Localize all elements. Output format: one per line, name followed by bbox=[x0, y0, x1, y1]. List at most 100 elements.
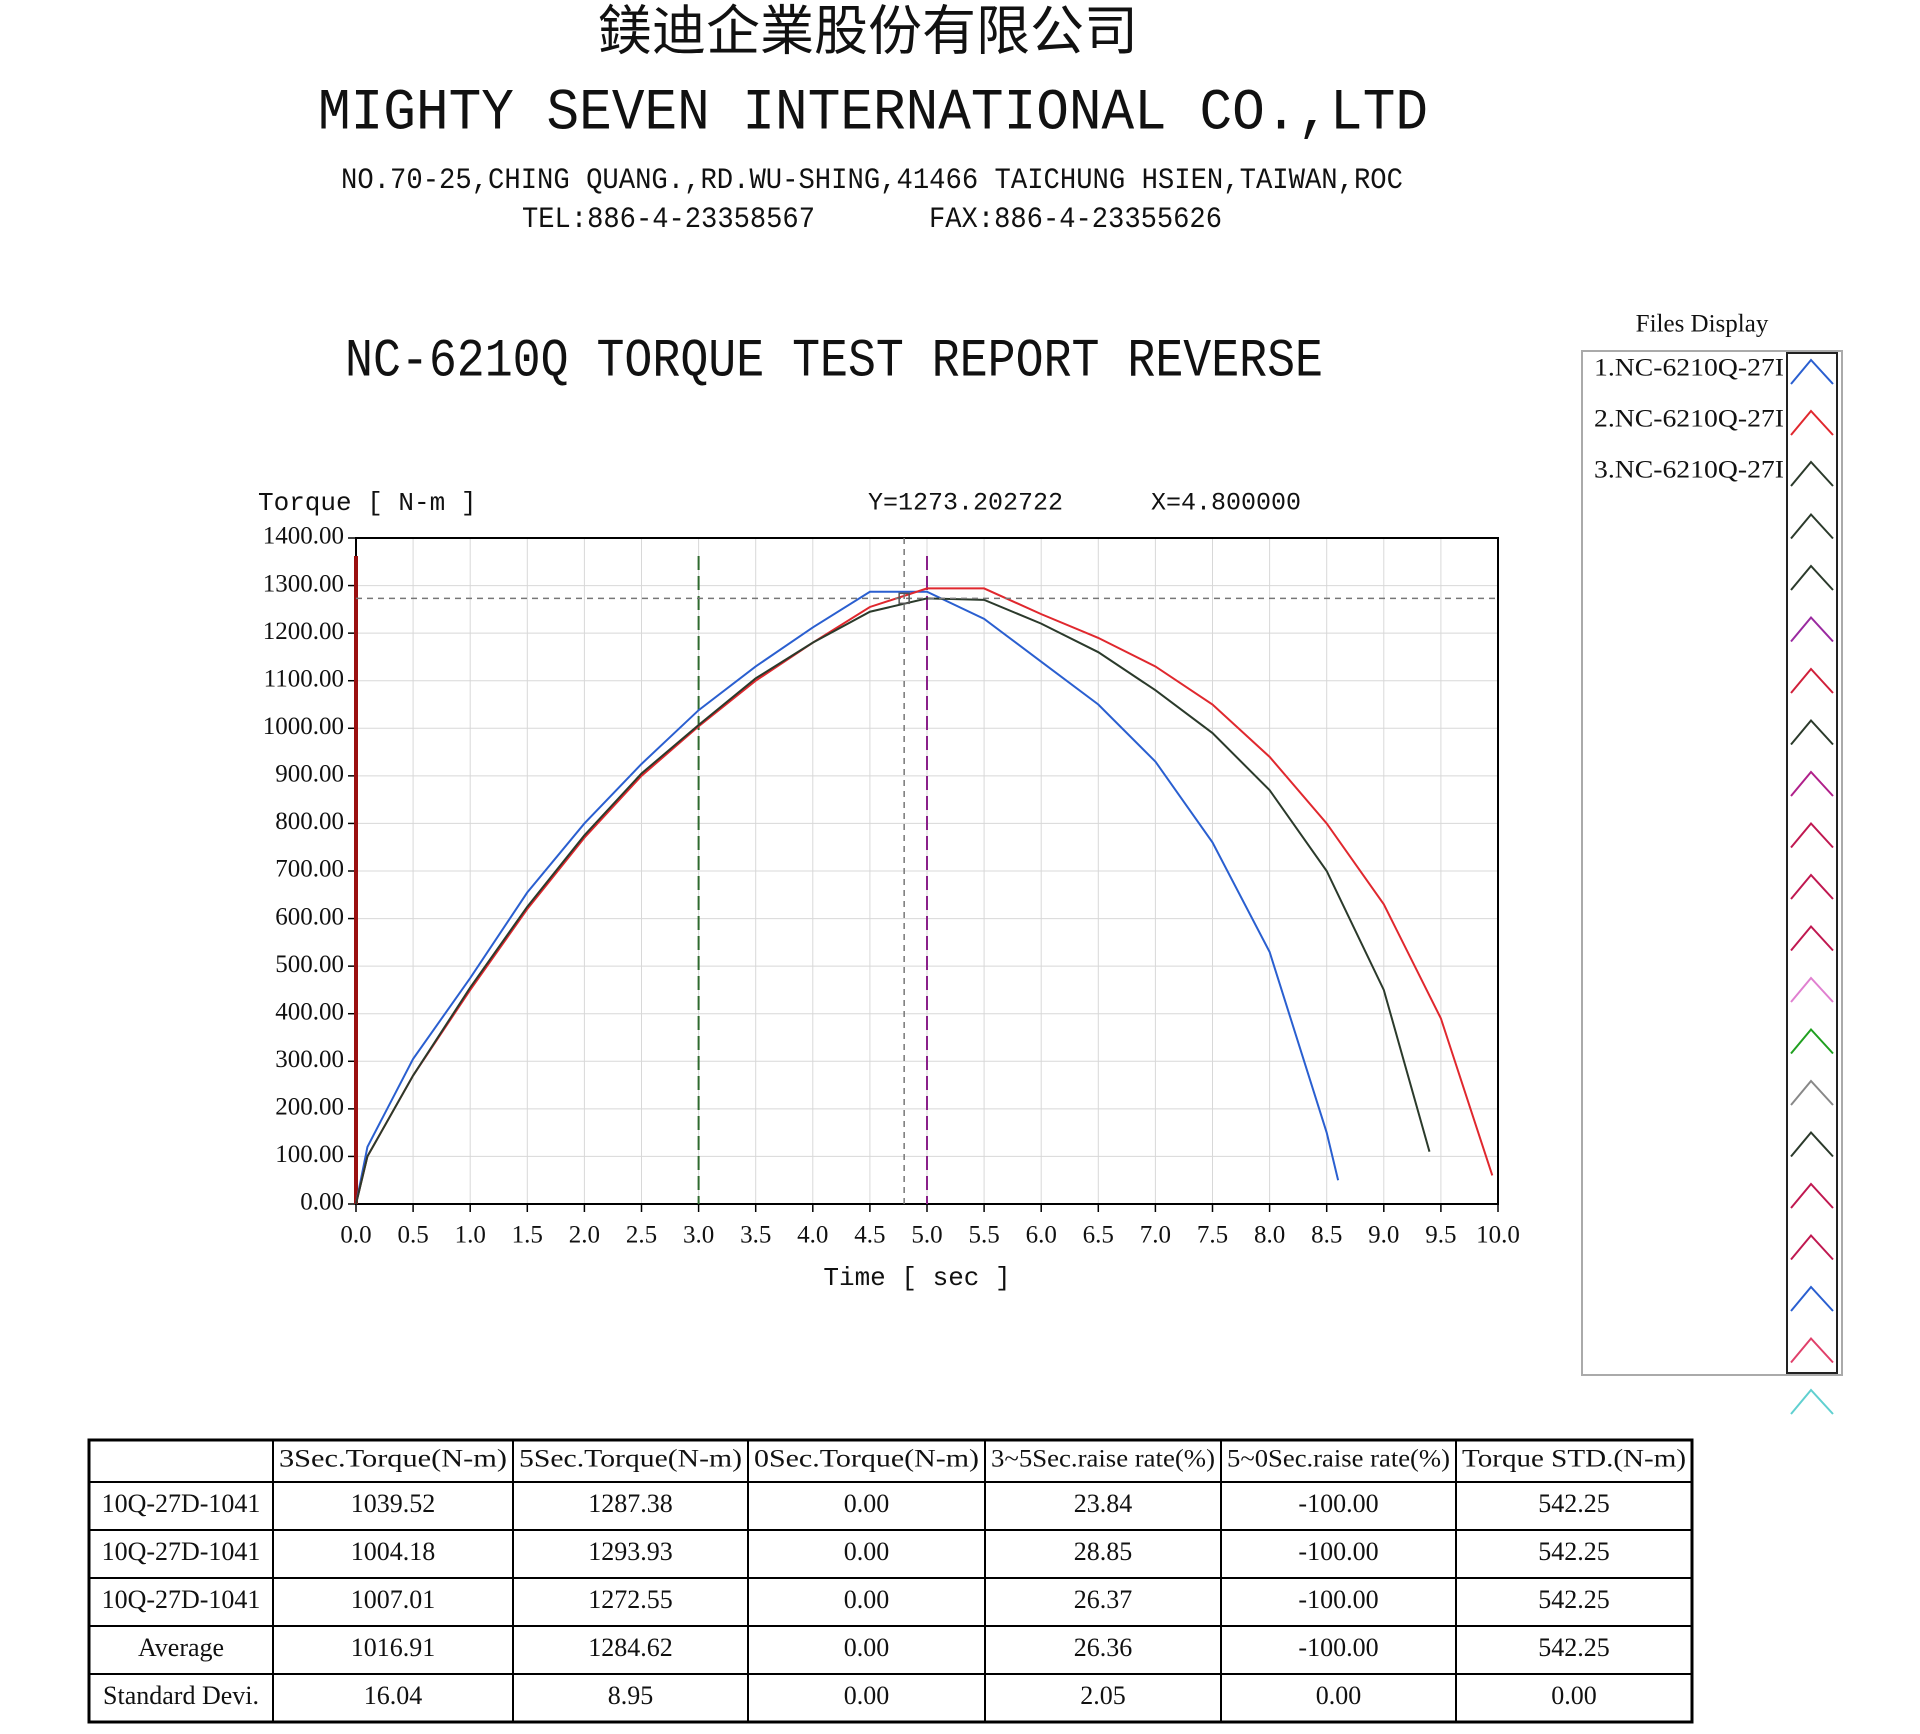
legend-icon bbox=[1790, 1285, 1834, 1312]
y-tick-label: 300.00 bbox=[275, 1046, 344, 1073]
x-tick-label: 1.5 bbox=[512, 1222, 543, 1249]
series-line bbox=[355, 597, 1431, 1205]
legend-label: 3.NC-6210Q-27I bbox=[1594, 457, 1784, 484]
x-tick-label: 10.0 bbox=[1476, 1222, 1520, 1249]
y-tick-label: 1200.00 bbox=[263, 618, 344, 645]
table-cell: 1284.62 bbox=[588, 1633, 673, 1662]
row-label: Average bbox=[138, 1633, 224, 1662]
legend-icon bbox=[1790, 1027, 1834, 1055]
legend-icon bbox=[1790, 821, 1834, 849]
table-cell: 0.00 bbox=[1316, 1681, 1362, 1710]
table-cell: 16.04 bbox=[364, 1681, 423, 1710]
legend-label: 2.NC-6210Q-27I bbox=[1594, 406, 1784, 433]
table-header: 3~5Sec.raise rate(%) bbox=[991, 1446, 1215, 1473]
x-tick-label: 3.5 bbox=[740, 1222, 771, 1249]
y-tick-label: 800.00 bbox=[275, 808, 344, 835]
table-header: 3Sec.Torque(N-m) bbox=[279, 1446, 507, 1473]
fax: FAX:886-4-23355626 bbox=[929, 203, 1222, 237]
legend-icon bbox=[1790, 1079, 1834, 1106]
table-cell: 1004.18 bbox=[351, 1537, 436, 1566]
table-cell: 1293.93 bbox=[588, 1537, 673, 1566]
table-cell: 26.36 bbox=[1074, 1633, 1133, 1662]
y-tick-label: 400.00 bbox=[275, 998, 344, 1025]
table-cell: 8.95 bbox=[608, 1681, 654, 1710]
x-tick-label: 5.0 bbox=[911, 1222, 942, 1249]
x-tick-label: 8.0 bbox=[1254, 1222, 1285, 1249]
series-line bbox=[355, 590, 1340, 1205]
legend-label: 1.NC-6210Q-27I bbox=[1594, 355, 1784, 382]
table-cell: -100.00 bbox=[1298, 1585, 1378, 1614]
table-cell: 1287.38 bbox=[588, 1489, 673, 1518]
x-tick-label: 6.0 bbox=[1026, 1222, 1057, 1249]
table-cell: -100.00 bbox=[1298, 1489, 1378, 1518]
x-tick-label: 1.0 bbox=[455, 1222, 486, 1249]
y-tick-label: 600.00 bbox=[275, 903, 344, 930]
legend-icon bbox=[1790, 1182, 1834, 1209]
table-frame bbox=[87, 1438, 1694, 1724]
y-tick-label: 500.00 bbox=[275, 951, 344, 978]
address: NO.70-25,CHING QUANG.,RD.WU-SHING,41466 … bbox=[341, 164, 1403, 198]
legend-icon bbox=[1790, 924, 1834, 952]
y-axis-label: Torque [ N-m ] bbox=[258, 488, 476, 518]
cursor-x-text: X=4.800000 bbox=[1151, 489, 1301, 518]
x-tick-label: 0.5 bbox=[397, 1222, 428, 1249]
y-tick-label: 900.00 bbox=[275, 761, 344, 788]
legend-icon bbox=[1790, 1130, 1834, 1158]
x-tick-label: 4.5 bbox=[854, 1222, 885, 1249]
legend-icon bbox=[1790, 718, 1834, 746]
y-tick-label: 1300.00 bbox=[263, 570, 344, 597]
legend-icon bbox=[1790, 770, 1834, 797]
table-cell: 542.25 bbox=[1538, 1633, 1610, 1662]
x-tick-label: 0.0 bbox=[340, 1222, 371, 1249]
table-cell: 1016.91 bbox=[351, 1633, 436, 1662]
table-cell: 542.25 bbox=[1538, 1489, 1610, 1518]
x-tick-label: 5.5 bbox=[968, 1222, 999, 1249]
legend-icon bbox=[1790, 512, 1834, 540]
table-header: 5Sec.Torque(N-m) bbox=[519, 1446, 742, 1473]
y-tick-label: 1400.00 bbox=[263, 523, 344, 550]
table-cell: 542.25 bbox=[1538, 1585, 1610, 1614]
table-cell: 0.00 bbox=[1551, 1681, 1597, 1710]
x-tick-label: 9.0 bbox=[1368, 1222, 1399, 1249]
y-tick-label: 1000.00 bbox=[263, 713, 344, 740]
cursor-y-text: Y=1273.202722 bbox=[868, 489, 1063, 518]
table-cell: 0.00 bbox=[844, 1681, 890, 1710]
table-cell: 0.00 bbox=[844, 1537, 890, 1566]
table-cell: 23.84 bbox=[1074, 1489, 1133, 1518]
table-cell: 1272.55 bbox=[588, 1585, 673, 1614]
x-tick-label: 3.0 bbox=[683, 1222, 714, 1249]
y-tick-label: 1100.00 bbox=[264, 665, 344, 692]
table-cell: -100.00 bbox=[1298, 1633, 1378, 1662]
legend-icon bbox=[1790, 358, 1834, 385]
legend-title: Files Display bbox=[1636, 311, 1769, 338]
legend-icon-strip bbox=[1786, 352, 1838, 1374]
legend-icon bbox=[1790, 409, 1834, 436]
table-header: 0Sec.Torque(N-m) bbox=[754, 1446, 979, 1473]
row-label: 10Q-27D-1041 bbox=[102, 1537, 261, 1566]
table-cell: 0.00 bbox=[844, 1633, 890, 1662]
legend-icon bbox=[1790, 460, 1834, 487]
tel: TEL:886-4-23358567 bbox=[522, 203, 815, 237]
table-cell: 0.00 bbox=[844, 1585, 890, 1614]
x-tick-label: 2.0 bbox=[569, 1222, 600, 1249]
x-axis-label: Time [ sec ] bbox=[823, 1263, 1010, 1293]
x-tick-label: 7.0 bbox=[1140, 1222, 1171, 1249]
cursor-point bbox=[898, 592, 910, 605]
row-label: 10Q-27D-1041 bbox=[102, 1489, 261, 1518]
y-tick-label: 700.00 bbox=[275, 856, 344, 883]
x-tick-label: 7.5 bbox=[1197, 1222, 1228, 1249]
x-tick-label: 8.5 bbox=[1311, 1222, 1342, 1249]
table-cell: 28.85 bbox=[1074, 1537, 1133, 1566]
table-cell: 2.05 bbox=[1080, 1681, 1126, 1710]
row-label: Standard Devi. bbox=[103, 1681, 259, 1710]
y-tick-label: 0.00 bbox=[300, 1189, 344, 1216]
x-tick-label: 6.5 bbox=[1083, 1222, 1114, 1249]
table-cell: 1039.52 bbox=[351, 1489, 436, 1518]
legend-icon bbox=[1790, 615, 1834, 643]
chart-title: NC-6210Q TORQUE TEST REPORT REVERSE bbox=[345, 331, 1323, 392]
x-tick-label: 2.5 bbox=[626, 1222, 657, 1249]
x-tick-label: 4.0 bbox=[797, 1222, 828, 1249]
table-cell: 1007.01 bbox=[351, 1585, 436, 1614]
